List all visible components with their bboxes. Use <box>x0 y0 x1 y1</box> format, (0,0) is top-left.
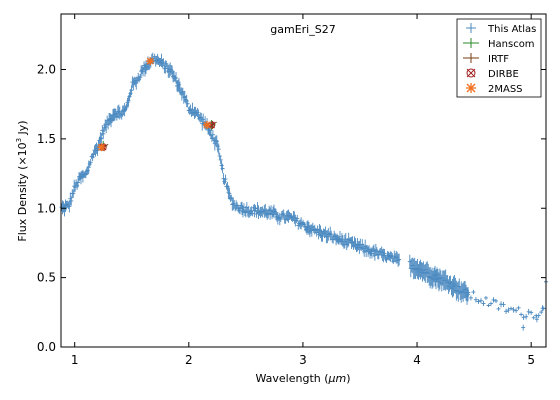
y-tick-label: 1.0 <box>37 201 56 215</box>
x-tick-label: 4 <box>413 353 421 367</box>
x-tick-label: 1 <box>71 353 79 367</box>
axis-ticks: 1 2 3 4 5 0.0 0.5 1.0 1.5 2.0 <box>37 14 546 367</box>
y-tick-label: 2.0 <box>37 63 56 77</box>
x-axis-label-unit: μm <box>328 372 347 385</box>
legend: This Atlas Hanscom IRTF DIRBE 2MASS <box>456 18 542 98</box>
twomass-marker <box>98 143 106 151</box>
legend-label: IRTF <box>488 54 509 65</box>
chart-title: gamEri_S27 <box>270 23 335 36</box>
legend-label: This Atlas <box>487 24 536 35</box>
y-axis-label-unit: Jy) <box>16 120 29 138</box>
y-axis-label-exp: 3 <box>15 138 23 142</box>
x-axis-label-close: ) <box>346 372 350 385</box>
y-tick-label: 0.5 <box>37 271 56 285</box>
y-tick-label: 0.0 <box>37 340 56 354</box>
legend-dirbe-icon <box>466 68 476 78</box>
axes-frame <box>60 13 547 348</box>
legend-label: 2MASS <box>488 84 523 95</box>
legend-item-dirbe: DIRBE <box>466 68 519 80</box>
legend-2mass-icon <box>466 83 476 93</box>
twomass-marker <box>203 121 211 129</box>
series-2mass <box>97 57 211 152</box>
legend-label: DIRBE <box>488 69 519 80</box>
legend-item-hanscom: Hanscom <box>463 38 535 50</box>
legend-item-atlas: This Atlas <box>466 23 536 35</box>
x-tick-label: 2 <box>185 353 193 367</box>
y-tick-label: 1.5 <box>37 132 56 146</box>
y-axis-label-main: Flux Density (×10 <box>16 142 29 241</box>
legend-dirbe-icon <box>466 68 476 78</box>
y-axis-label: Flux Density (×103 Jy) <box>15 120 29 241</box>
twomass-marker <box>146 57 154 65</box>
series-this-atlas <box>59 52 548 331</box>
legend-label: Hanscom <box>488 39 535 50</box>
x-axis-label: Wavelength (μm) <box>255 372 350 385</box>
x-axis-label-main: Wavelength ( <box>255 372 328 385</box>
x-tick-label: 3 <box>299 353 307 367</box>
legend-item-irtf: IRTF <box>463 53 509 65</box>
x-tick-label: 5 <box>527 353 535 367</box>
legend-item-twomass: 2MASS <box>466 83 523 95</box>
plot-area <box>59 52 548 331</box>
